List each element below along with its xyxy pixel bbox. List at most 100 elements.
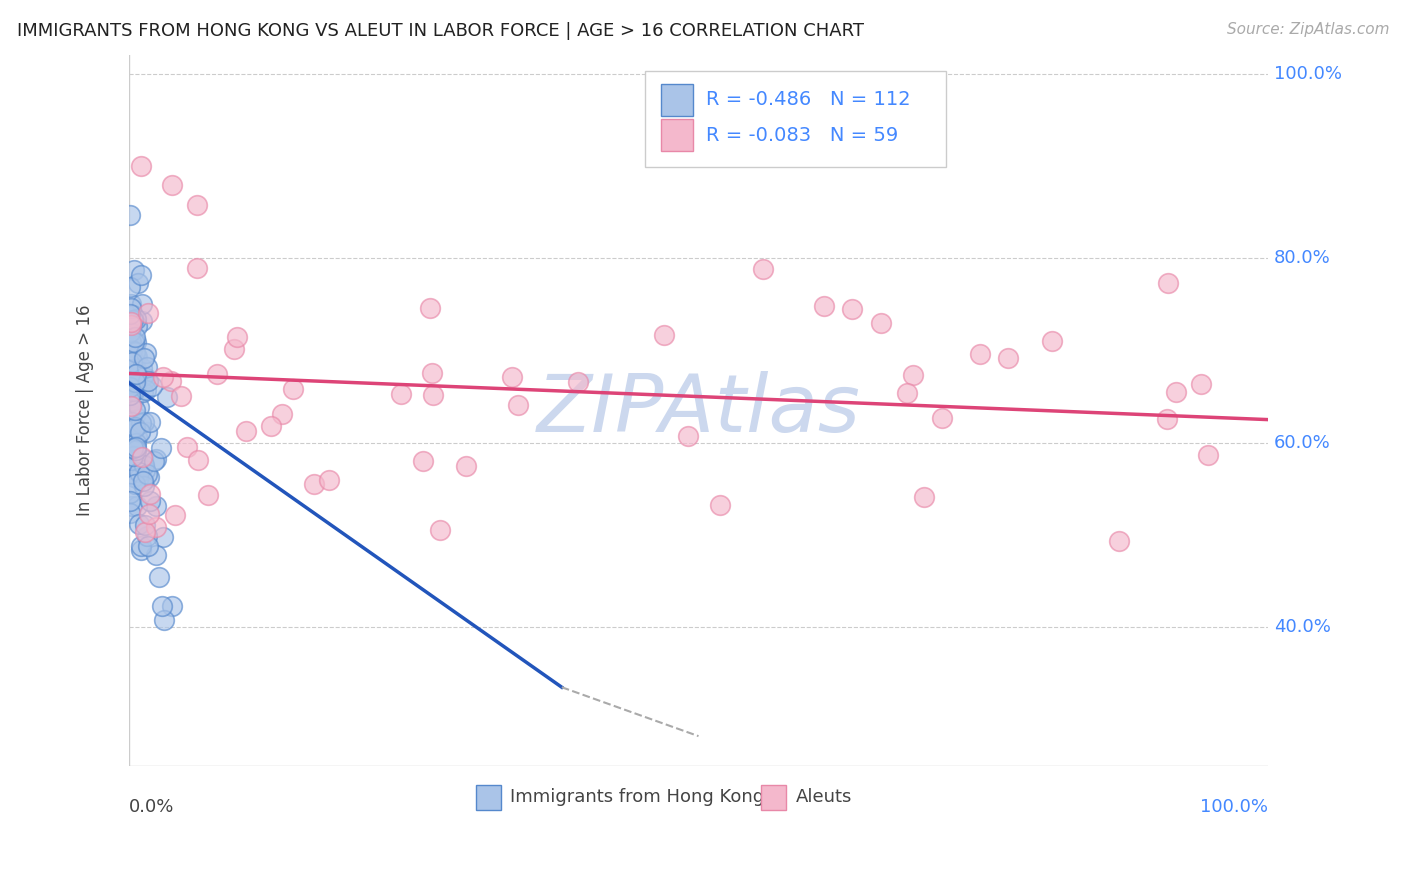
- Point: [124, 477, 146, 491]
- Point: [125, 367, 148, 381]
- Point: [132, 351, 155, 365]
- Point: [129, 268, 152, 282]
- Point: [156, 390, 179, 404]
- Point: [121, 499, 143, 513]
- Point: [118, 394, 141, 409]
- Point: [125, 376, 148, 391]
- Point: [120, 371, 142, 385]
- Point: [138, 469, 160, 483]
- Point: [129, 159, 152, 173]
- Point: [122, 314, 145, 328]
- Point: [135, 370, 157, 384]
- Point: [118, 280, 141, 294]
- Point: [454, 459, 477, 474]
- Point: [138, 493, 160, 508]
- Text: 80.0%: 80.0%: [1274, 249, 1331, 267]
- Point: [120, 315, 142, 329]
- Point: [118, 307, 141, 321]
- Point: [120, 325, 142, 339]
- Point: [152, 530, 174, 544]
- Point: [125, 443, 148, 458]
- Point: [896, 385, 918, 400]
- Point: [121, 394, 143, 409]
- Point: [207, 367, 229, 381]
- Point: [226, 330, 249, 344]
- Point: [125, 440, 148, 454]
- Point: [125, 367, 148, 381]
- Point: [222, 342, 245, 356]
- Point: [124, 348, 146, 362]
- Point: [1164, 384, 1187, 399]
- Point: [124, 383, 146, 397]
- Point: [129, 425, 152, 440]
- FancyBboxPatch shape: [761, 785, 786, 810]
- Point: [841, 301, 863, 316]
- Point: [118, 376, 141, 390]
- Point: [870, 316, 893, 330]
- Point: [429, 523, 451, 537]
- Point: [122, 441, 145, 455]
- Point: [120, 297, 142, 311]
- Point: [176, 441, 198, 455]
- Point: [751, 261, 773, 276]
- Point: [120, 506, 142, 520]
- Point: [135, 359, 157, 374]
- Point: [125, 312, 148, 326]
- FancyBboxPatch shape: [645, 71, 946, 167]
- Point: [121, 340, 143, 354]
- Point: [187, 452, 209, 467]
- Point: [120, 399, 142, 413]
- Point: [131, 539, 153, 553]
- Point: [132, 474, 155, 488]
- Point: [302, 477, 325, 491]
- Text: 100.0%: 100.0%: [1274, 64, 1343, 83]
- Point: [118, 485, 141, 500]
- Text: 0.0%: 0.0%: [129, 797, 174, 815]
- Point: [128, 517, 150, 532]
- Point: [121, 415, 143, 429]
- Point: [709, 498, 731, 512]
- Point: [931, 411, 953, 425]
- Point: [136, 306, 159, 320]
- Point: [169, 388, 191, 402]
- Text: 100.0%: 100.0%: [1201, 797, 1268, 815]
- Point: [1157, 276, 1180, 290]
- Point: [127, 369, 149, 384]
- Text: 60.0%: 60.0%: [1274, 434, 1331, 451]
- Text: Aleuts: Aleuts: [796, 789, 852, 806]
- Point: [676, 428, 699, 442]
- Point: [162, 178, 184, 193]
- Point: [145, 520, 167, 534]
- Point: [186, 198, 208, 212]
- Point: [120, 452, 142, 467]
- FancyBboxPatch shape: [477, 785, 502, 810]
- Point: [135, 346, 157, 360]
- Point: [136, 529, 159, 543]
- Point: [134, 415, 156, 429]
- Point: [118, 380, 141, 394]
- Point: [389, 387, 412, 401]
- Point: [122, 470, 145, 484]
- Point: [152, 369, 174, 384]
- Point: [128, 401, 150, 415]
- Point: [127, 367, 149, 381]
- Point: [122, 309, 145, 323]
- Point: [124, 419, 146, 434]
- Text: ZIPAtlas: ZIPAtlas: [537, 371, 860, 450]
- Point: [118, 208, 141, 222]
- Point: [150, 599, 173, 613]
- Point: [132, 451, 155, 466]
- Point: [139, 415, 162, 429]
- Point: [122, 335, 145, 350]
- Point: [142, 454, 165, 468]
- Point: [235, 424, 257, 438]
- Point: [122, 422, 145, 436]
- Point: [122, 354, 145, 368]
- Point: [125, 369, 148, 384]
- Point: [281, 382, 304, 396]
- Point: [121, 354, 143, 368]
- Point: [132, 384, 155, 399]
- Point: [134, 463, 156, 477]
- Point: [422, 388, 444, 402]
- Point: [121, 384, 143, 398]
